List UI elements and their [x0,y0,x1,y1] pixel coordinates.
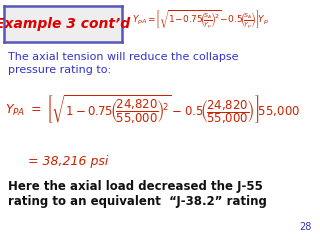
Text: 28: 28 [300,222,312,232]
Text: $\left[\sqrt{1-0.75\!\left(\!\dfrac{24{,}820}{55{,}000}\!\right)^{\!2}}-0.5\!\le: $\left[\sqrt{1-0.75\!\left(\!\dfrac{24{,… [46,94,300,126]
Text: $Y_{PA}\ =$: $Y_{PA}\ =$ [5,102,42,118]
Text: Example 3 cont’d: Example 3 cont’d [0,17,131,31]
Text: $Y_{pA}=\!\left[\sqrt{1\!-\!0.75\!\left(\!\frac{S_A}{Y_p}\!\right)^{\!2}}\!-\!0.: $Y_{pA}=\!\left[\sqrt{1\!-\!0.75\!\left(… [132,9,269,31]
Text: The axial tension will reduce the collapse: The axial tension will reduce the collap… [8,52,238,62]
Text: rating to an equivalent  “J-38.2” rating: rating to an equivalent “J-38.2” rating [8,195,267,208]
Text: Here the axial load decreased the J-55: Here the axial load decreased the J-55 [8,180,263,193]
Text: = 38,216 psi: = 38,216 psi [28,155,108,168]
Text: pressure rating to:: pressure rating to: [8,65,111,75]
